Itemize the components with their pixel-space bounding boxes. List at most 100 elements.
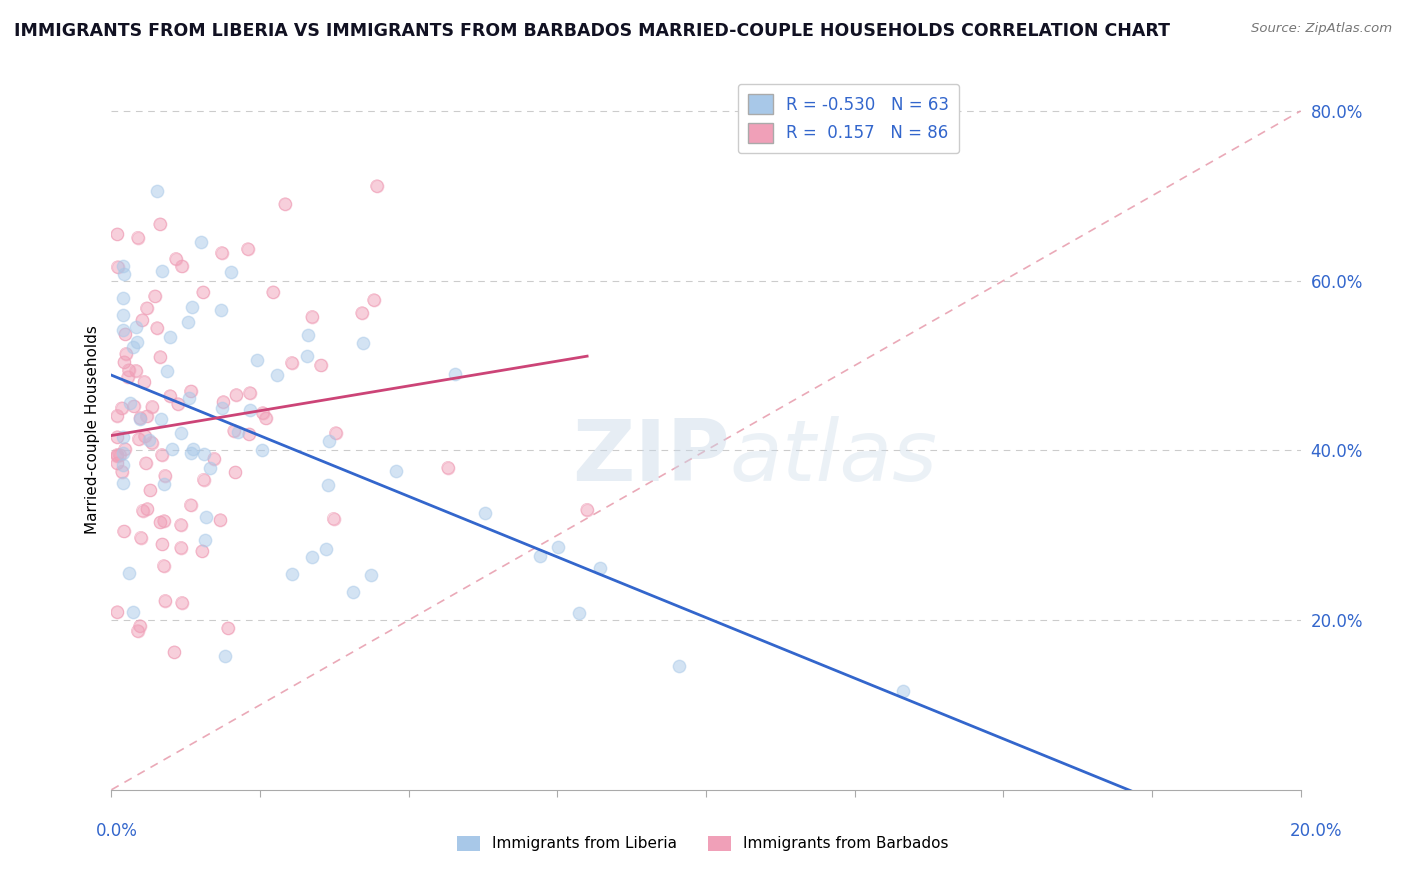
Point	[437, 460, 460, 475]
Point	[105, 449, 128, 463]
Point	[127, 334, 149, 349]
Point	[191, 544, 214, 558]
Point	[149, 516, 172, 530]
Point	[167, 397, 190, 411]
Point	[322, 511, 344, 525]
Point	[134, 375, 156, 389]
Point	[352, 336, 374, 351]
Point	[122, 400, 145, 414]
Point	[117, 370, 139, 384]
Point	[114, 442, 136, 456]
Point	[153, 477, 176, 491]
Point	[224, 466, 246, 480]
Point	[125, 320, 148, 334]
Point	[112, 524, 135, 539]
Point	[363, 293, 385, 307]
Point	[132, 503, 155, 517]
Point	[115, 347, 138, 361]
Point	[131, 313, 153, 327]
Point	[297, 327, 319, 342]
Point	[309, 359, 332, 373]
Point	[239, 386, 262, 401]
Point	[191, 544, 214, 558]
Point	[576, 502, 599, 516]
Point	[105, 457, 128, 471]
Point	[318, 434, 340, 448]
Point	[155, 593, 177, 607]
Point	[134, 429, 156, 443]
Point	[139, 483, 162, 498]
Point	[135, 301, 157, 316]
Point	[190, 235, 212, 249]
Point	[214, 649, 236, 664]
Point	[363, 293, 385, 307]
Point	[576, 502, 599, 516]
Point	[225, 388, 247, 402]
Point	[443, 367, 465, 381]
Point	[153, 514, 176, 528]
Point	[170, 260, 193, 274]
Point	[136, 502, 159, 516]
Point	[180, 446, 202, 460]
Point	[112, 259, 135, 273]
Point	[135, 456, 157, 470]
Point	[105, 430, 128, 444]
Point	[301, 310, 323, 324]
Point	[150, 448, 173, 462]
Point	[202, 451, 225, 466]
Point	[105, 448, 128, 462]
Point	[114, 267, 136, 281]
Point	[111, 465, 134, 479]
Point	[170, 260, 193, 274]
Point	[105, 605, 128, 619]
Point	[366, 179, 388, 194]
Point	[141, 435, 163, 450]
Point	[274, 197, 297, 211]
Point	[159, 389, 181, 403]
Point	[125, 363, 148, 377]
Point	[114, 327, 136, 342]
Text: 20.0%: 20.0%	[1291, 822, 1343, 839]
Legend: Immigrants from Liberia, Immigrants from Barbados: Immigrants from Liberia, Immigrants from…	[451, 830, 955, 857]
Point	[149, 516, 172, 530]
Point	[105, 457, 128, 471]
Point	[262, 285, 284, 300]
Point	[281, 356, 304, 370]
Point	[474, 506, 496, 520]
Point	[105, 449, 128, 463]
Point	[110, 401, 132, 416]
Point	[193, 448, 215, 462]
Point	[254, 411, 277, 425]
Point	[165, 252, 187, 266]
Point	[136, 502, 159, 516]
Point	[165, 252, 187, 266]
Point	[589, 561, 612, 575]
Point	[180, 384, 202, 399]
Point	[108, 448, 131, 462]
Legend: R = -0.530   N = 63, R =  0.157   N = 86: R = -0.530 N = 63, R = 0.157 N = 86	[738, 84, 959, 153]
Point	[112, 309, 135, 323]
Point	[112, 291, 135, 305]
Point	[191, 285, 214, 300]
Point	[114, 327, 136, 342]
Point	[170, 426, 193, 441]
Point	[129, 411, 152, 425]
Point	[122, 340, 145, 354]
Point	[281, 356, 304, 370]
Point	[177, 391, 200, 405]
Point	[236, 242, 259, 256]
Point	[211, 401, 233, 415]
Point	[180, 498, 202, 512]
Point	[105, 409, 128, 423]
Point	[225, 388, 247, 402]
Point	[115, 347, 138, 361]
Point	[141, 400, 163, 414]
Point	[105, 430, 128, 444]
Point	[250, 443, 273, 458]
Point	[202, 451, 225, 466]
Point	[180, 498, 202, 512]
Point	[153, 468, 176, 483]
Point	[122, 400, 145, 414]
Point	[149, 217, 172, 231]
Point	[135, 456, 157, 470]
